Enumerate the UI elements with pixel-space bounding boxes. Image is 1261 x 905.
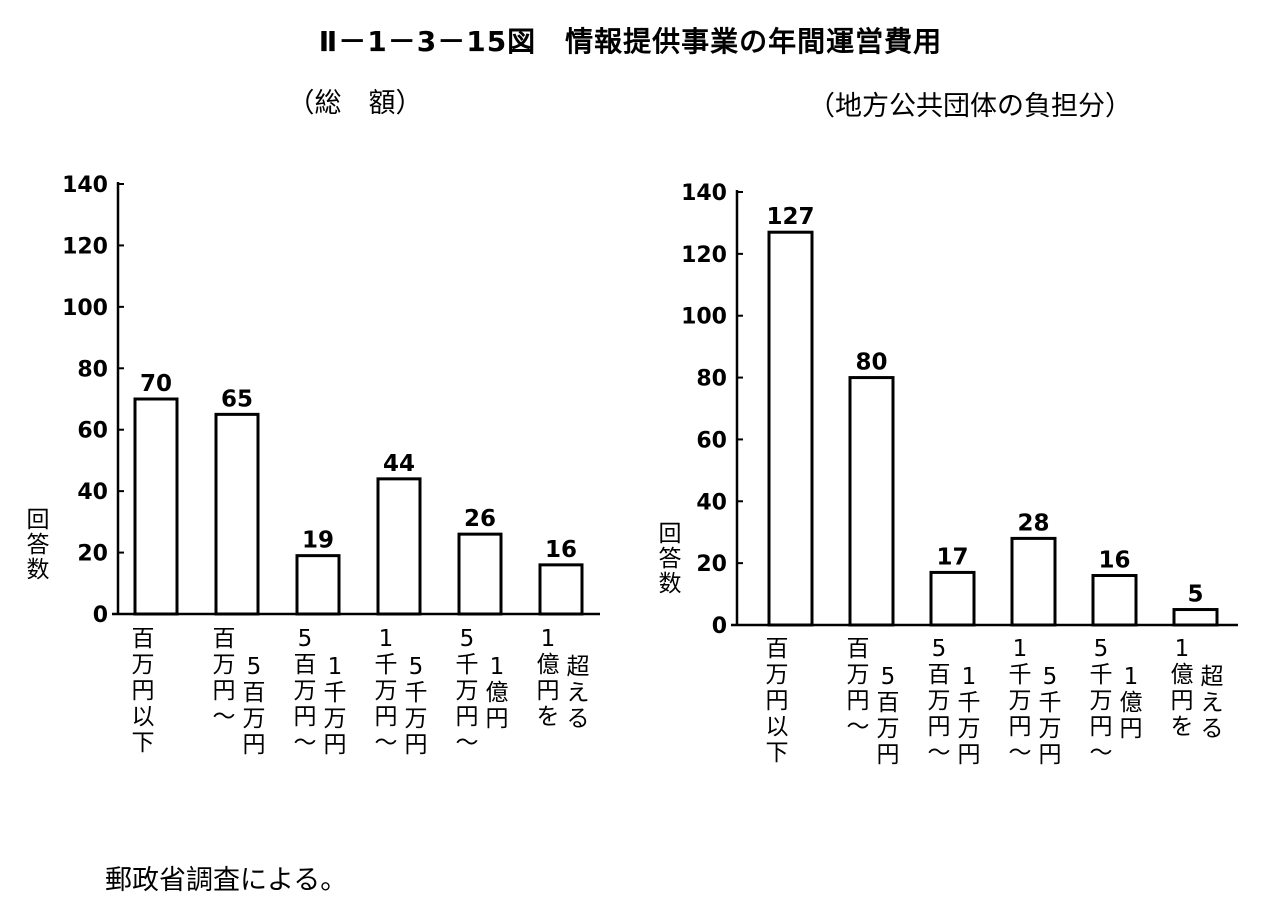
y-tick-label: 120 (681, 243, 727, 268)
category-label-column: 5 千万円 (405, 654, 428, 758)
category-label: 百万円以下 (132, 626, 155, 756)
category-label: 百万円～ 5 百万円 (847, 636, 900, 768)
figure-title: Ⅱ－1－3－15図 情報提供事業の年間運営費用 (318, 25, 943, 58)
category-label-column: 百万円～ (847, 636, 870, 740)
category-label-column: 1 億円 (1120, 664, 1143, 742)
data-label: 28 (1017, 510, 1049, 536)
category-label-column: 1 千万円～ (1009, 636, 1032, 766)
bar (214, 412, 260, 616)
category-label-column: 1 億円を (1171, 636, 1194, 740)
category-label-column: 1 千万円 (958, 664, 981, 768)
data-label: 65 (221, 386, 253, 412)
category-label: 1 千万円～ 5 千万円 (375, 626, 428, 758)
data-label: 44 (383, 451, 415, 477)
y-tick-label: 20 (696, 552, 727, 577)
category-label: 1 千万円～ 5 千万円 (1009, 636, 1062, 768)
bar (295, 554, 341, 616)
bar (767, 230, 814, 627)
category-label-column: 百万円以下 (132, 626, 155, 756)
category-label-column: 5 千万円 (1039, 664, 1062, 768)
chart-local-government-share: （地方公共団体の負担分） 0 20 40 60 80 100 120 140 回答数 127 百万円以… (659, 91, 1238, 768)
category-label-column: 超える (1201, 664, 1224, 742)
chart-subtitle: （地方公共団体の負担分） (808, 91, 1132, 122)
y-tick-label: 120 (62, 234, 108, 259)
bar (1091, 574, 1138, 627)
y-tick-label: 140 (681, 181, 727, 206)
data-label: 19 (302, 528, 334, 554)
data-label: 17 (936, 544, 968, 570)
y-tick-label: 0 (712, 614, 727, 639)
data-label: 70 (140, 371, 172, 397)
y-tick-label: 60 (696, 428, 727, 453)
y-tick-label: 100 (681, 305, 727, 330)
category-label: 5 千万円～ 1 億円 (456, 626, 509, 756)
category-label-column: 1 千万円 (324, 654, 347, 758)
y-axis-label: 回答数 (659, 521, 682, 597)
category-label-column: 1 億円 (486, 654, 509, 732)
y-tick-label: 20 (77, 542, 108, 567)
category-label-column: 百万円以下 (766, 636, 789, 766)
category-label-column: 百万円～ (213, 626, 236, 730)
source-note: 郵政省調査による。 (105, 865, 348, 896)
data-label: 16 (545, 537, 577, 563)
bar (1010, 536, 1057, 627)
bar (376, 477, 422, 616)
y-tick-label: 100 (62, 296, 108, 321)
y-tick-label: 80 (696, 367, 727, 392)
category-label-column: 5 百万円～ (294, 626, 317, 756)
data-label: 26 (464, 506, 496, 532)
bar (1172, 608, 1219, 627)
data-label: 5 (1187, 582, 1203, 608)
bar (457, 532, 503, 616)
category-label: 百万円以下 (766, 636, 789, 766)
bar (929, 570, 976, 627)
category-label-column: 1 千万円～ (375, 626, 398, 756)
category-label-column: 超える (567, 654, 590, 732)
category-label-column: 5 百万円 (243, 654, 266, 758)
bar (133, 397, 179, 616)
category-label-column: 5 千万円～ (456, 626, 479, 756)
category-label-column: 5 百万円 (877, 664, 900, 768)
y-tick-label: 0 (93, 603, 108, 628)
y-tick-label: 80 (77, 357, 108, 382)
bar (848, 376, 895, 627)
bar (538, 563, 584, 616)
y-tick-label: 40 (77, 480, 108, 505)
y-tick-label: 140 (62, 173, 108, 198)
category-label: 5 百万円～ 1 千万円 (294, 626, 347, 758)
category-label-column: 5 千万円～ (1090, 636, 1113, 766)
category-label-column: 5 百万円～ (928, 636, 951, 766)
chart-total-cost: （総 額） 0 20 40 60 80 100 120 140 回答数 70 百万円以下 65 百万円～ 5… (27, 88, 600, 758)
y-tick-label: 60 (77, 419, 108, 444)
chart-subtitle: （総 額） (288, 88, 423, 119)
data-label: 80 (855, 350, 887, 376)
data-label: 127 (766, 204, 814, 230)
data-label: 16 (1098, 548, 1130, 574)
y-axis-label: 回答数 (27, 507, 50, 583)
category-label-column: 1 億円を (537, 626, 560, 730)
category-label: 5 千万円～ 1 億円 (1090, 636, 1143, 766)
category-label: 5 百万円～ 1 千万円 (928, 636, 981, 768)
category-label: 百万円～ 5 百万円 (213, 626, 266, 758)
y-tick-label: 40 (696, 490, 727, 515)
